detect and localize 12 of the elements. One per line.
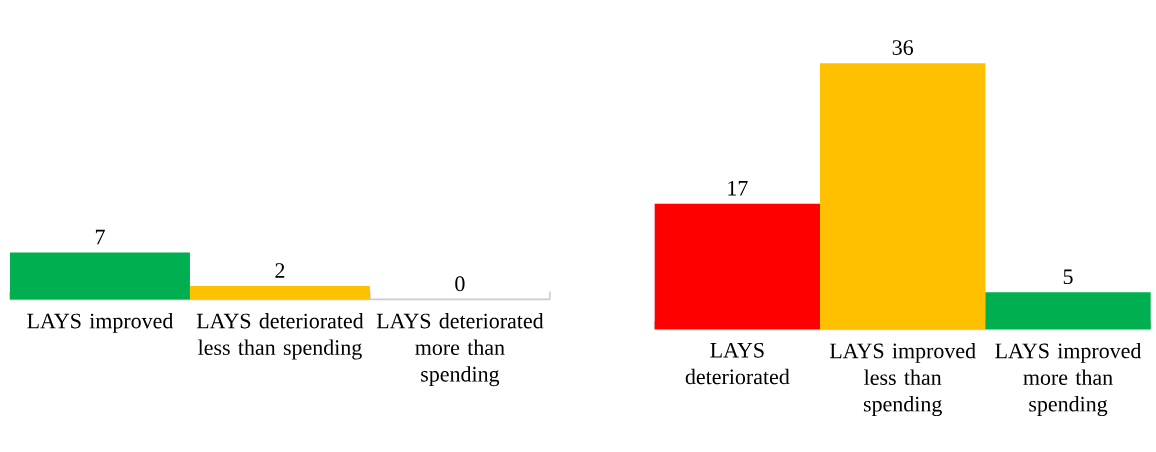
data-label: 0 (455, 276, 465, 292)
x-tick-label: LAYS improved more than spending (995, 342, 1142, 417)
data-label: 36 (892, 40, 914, 55)
data-label: 17 (728, 180, 748, 196)
data-label: 5 (1063, 269, 1073, 285)
x-tick-label: LAYS improved (27, 312, 174, 333)
x-tick-label: LAYS deteriorated more than spending (376, 312, 544, 387)
x-tick-label: LAYS improved less than spending (829, 342, 976, 417)
data-label: 2 (275, 263, 285, 278)
x-tick-label: LAYS deteriorated (685, 342, 790, 385)
x-tick-label: LAYS deteriorated less than spending (196, 312, 364, 360)
data-label: 7 (95, 229, 105, 245)
